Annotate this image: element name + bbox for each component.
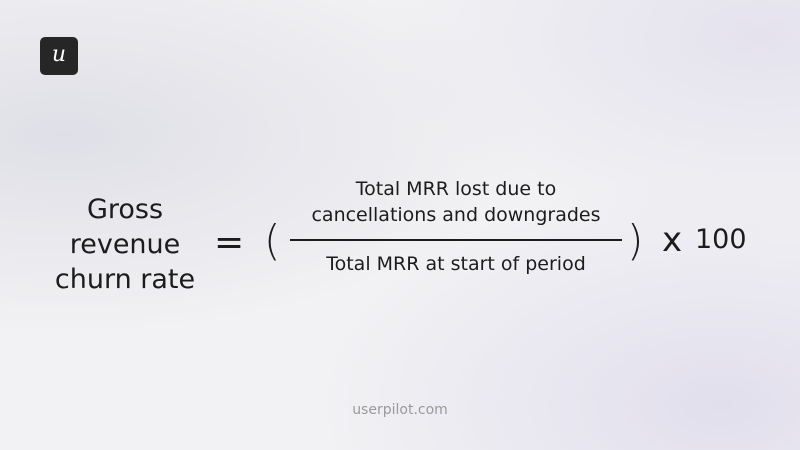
lhs-line: churn rate [54,264,196,295]
operator: x [662,220,683,260]
footer-url: userpilot.com [352,402,448,418]
formula-lhs: Gross revenue churn rate [45,192,205,297]
numerator-line: cancellations and downgrades [311,204,601,226]
logo: u [40,37,78,75]
lhs-line: revenue [69,229,181,260]
lhs-line: Gross [86,194,164,225]
numerator-line: Total MRR lost due to [355,178,557,200]
equals-sign: = [214,222,245,263]
factor: 100 [695,224,747,255]
fraction-bar [290,239,622,241]
close-paren: ) [627,216,644,265]
open-paren: ( [264,216,281,265]
denominator: Total MRR at start of period [326,253,586,275]
numerator: Total MRR lost due to cancellations and … [290,176,622,228]
